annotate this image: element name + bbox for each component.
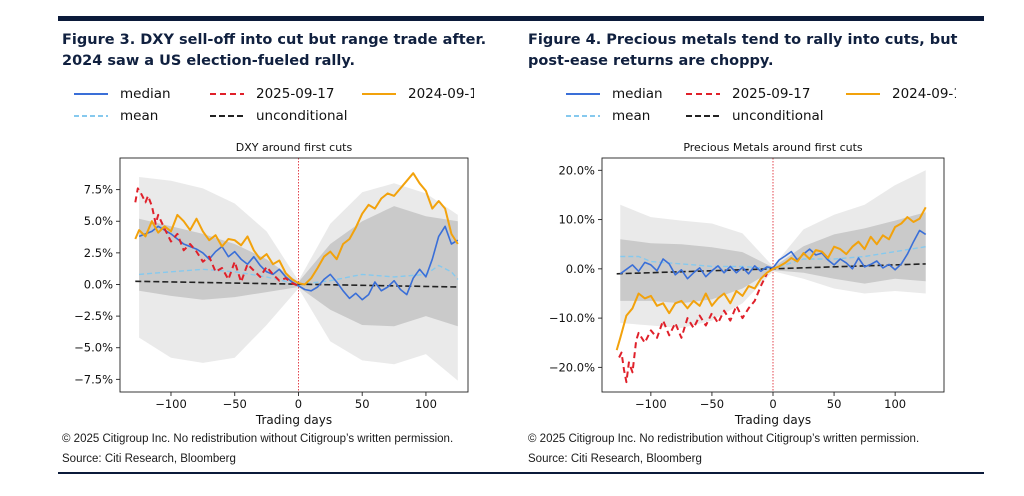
- y-tick-label: 5.0%: [84, 214, 113, 228]
- legend-label: 2025-09-17: [256, 86, 334, 102]
- legend-entry-median: median: [566, 86, 663, 102]
- x-tick-label: −50: [700, 397, 724, 411]
- x-axis-label: Trading days: [255, 413, 332, 427]
- y-tick-label: 20.0%: [558, 163, 595, 177]
- legend-label: unconditional: [256, 108, 348, 124]
- x-tick-label: 100: [884, 397, 906, 411]
- x-tick-label: −100: [635, 397, 667, 411]
- legend-entry-2024-09-18: 2024-09-18: [362, 86, 474, 102]
- legend-label: mean: [612, 108, 650, 124]
- legend-label: 2024-09-18: [892, 86, 956, 102]
- y-tick-label: −20.0%: [549, 360, 595, 374]
- series-line-median: [138, 225, 459, 301]
- x-tick-label: 100: [415, 397, 437, 411]
- plot-area: [134, 158, 459, 392]
- legend-entry-unconditional: unconditional: [686, 108, 824, 124]
- y-tick-label: 2.5%: [84, 246, 113, 260]
- inner-range-band: [620, 212, 926, 304]
- bottom-rule: [58, 472, 984, 474]
- y-tick-label: 7.5%: [84, 183, 113, 197]
- x-axis-label: Trading days: [734, 413, 811, 427]
- y-tick-label: −10.0%: [549, 311, 595, 325]
- legend-label: median: [612, 86, 663, 102]
- y-tick-label: 0.0%: [84, 277, 113, 291]
- legend-label: 2025-09-17: [732, 86, 810, 102]
- legend-entry-2025-09-17: 2025-09-17: [686, 86, 810, 102]
- x-tick-label: −100: [155, 397, 187, 411]
- plot-frame: [119, 157, 469, 393]
- figure-4-heading: Figure 4. Precious metals tend to rally …: [528, 32, 958, 69]
- plot-area: [615, 158, 927, 392]
- legend-entry-unconditional: unconditional: [210, 108, 348, 124]
- legend-entry-2024-09-18: 2024-09-18: [846, 86, 956, 102]
- chart-title: Precious Metals around first cuts: [683, 141, 863, 154]
- x-tick-label: 0: [295, 397, 302, 411]
- x-tick-label: 0: [769, 397, 776, 411]
- y-tick-label: 0.0%: [566, 262, 595, 276]
- precious-metals-chart: median 2025-09-17 2024-09-18 mean unconditio…: [549, 86, 956, 427]
- series-line-2024-09-18: [615, 206, 927, 351]
- legend-label: median: [120, 86, 171, 102]
- legend-entry-2025-09-17: 2025-09-17: [210, 86, 334, 102]
- figure-4-source: Source: Citi Research, Bloomberg: [528, 453, 702, 465]
- figure-3-copyright: © 2025 Citigroup Inc. No redistribution …: [62, 433, 454, 445]
- legend-label: unconditional: [732, 108, 824, 124]
- legend-entry-median: median: [74, 86, 171, 102]
- x-tick-label: 50: [355, 397, 370, 411]
- y-tick-label: 10.0%: [558, 213, 595, 227]
- chart-title: DXY around first cuts: [236, 141, 353, 154]
- series-line-median: [619, 229, 927, 280]
- legend-label: 2024-09-18: [408, 86, 474, 102]
- series-line-mean: [139, 264, 459, 286]
- series-line-2025-09-17: [618, 273, 768, 384]
- figure-3-heading: Figure 3. DXY sell-off into cut but rang…: [62, 32, 487, 69]
- inner-range-band: [139, 206, 458, 327]
- legend-label: mean: [120, 108, 158, 124]
- x-tick-label: 50: [827, 397, 842, 411]
- dxy-chart: median 2025-09-17 2024-09-18 mean unconditio…: [74, 86, 474, 427]
- y-tick-label: −2.5%: [74, 309, 113, 323]
- y-tick-label: −5.0%: [74, 341, 113, 355]
- figure-3-source: Source: Citi Research, Bloomberg: [62, 453, 236, 465]
- legend-entry-mean: mean: [566, 108, 650, 124]
- figure-4-copyright: © 2025 Citigroup Inc. No redistribution …: [528, 433, 920, 445]
- top-rule: [58, 16, 984, 21]
- series-line-2024-09-18: [134, 172, 459, 286]
- legend-entry-mean: mean: [74, 108, 158, 124]
- y-tick-label: −7.5%: [74, 372, 113, 386]
- x-tick-label: −50: [223, 397, 247, 411]
